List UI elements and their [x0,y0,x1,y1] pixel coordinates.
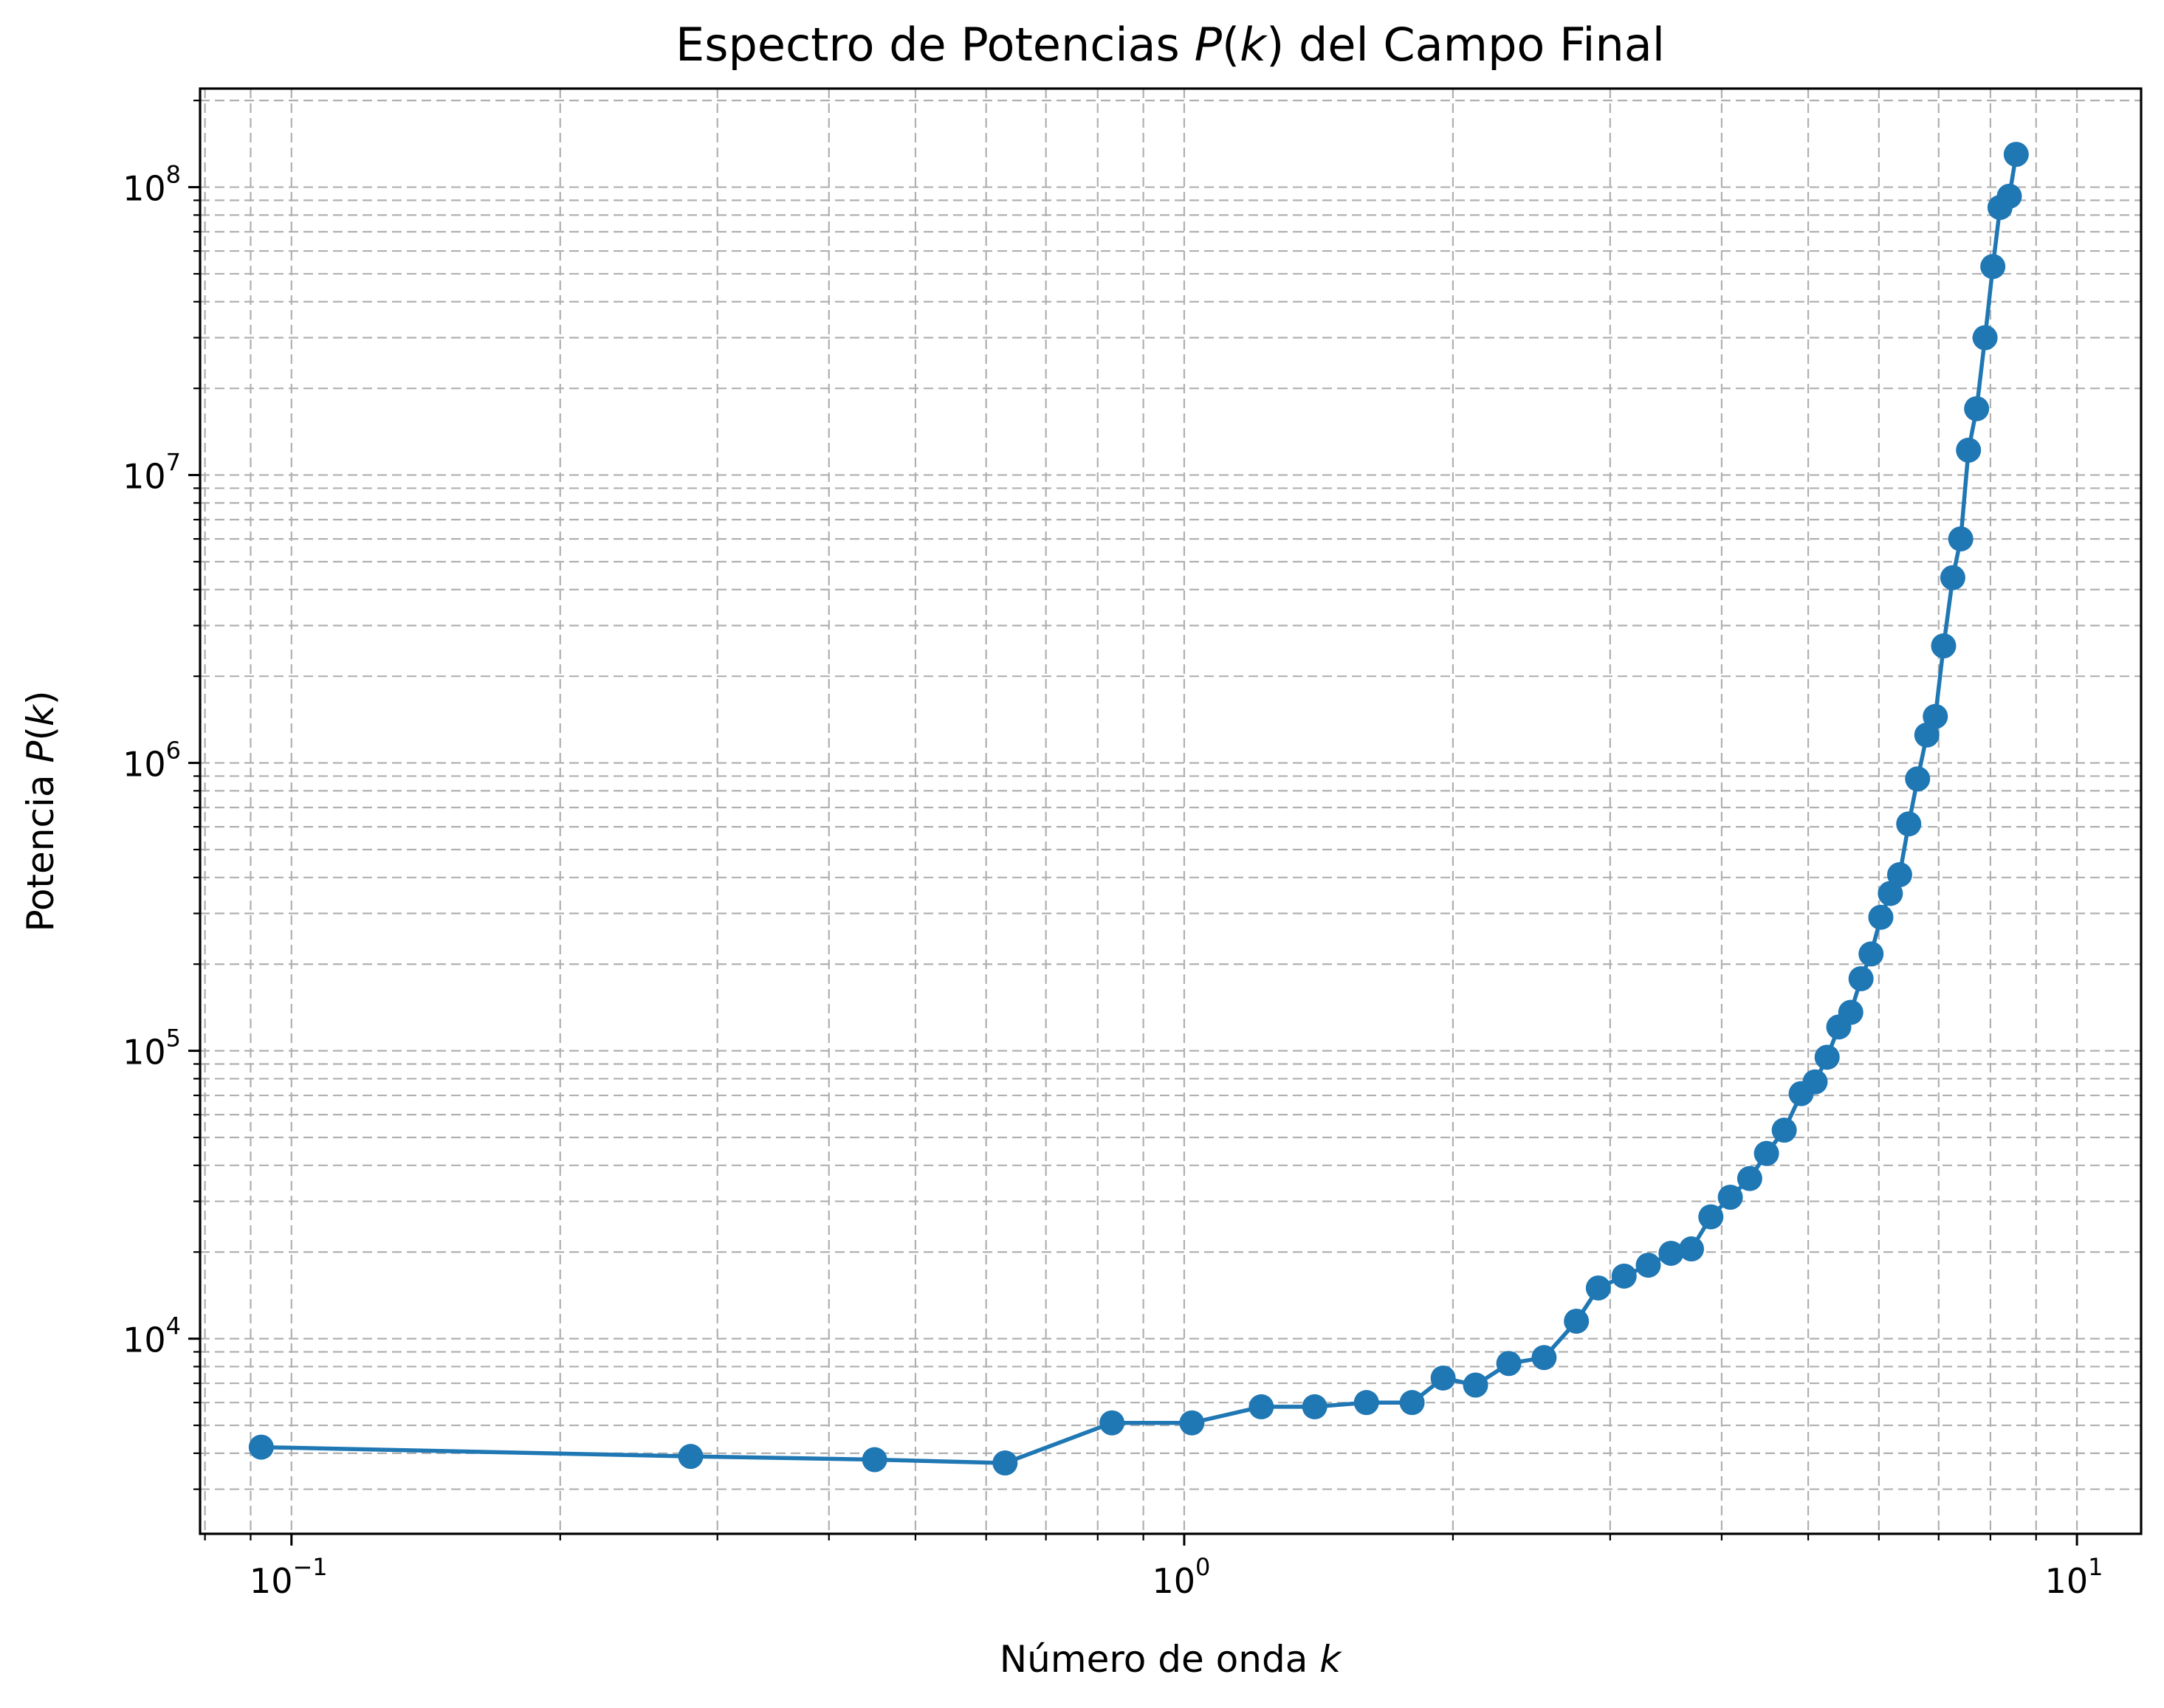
data-point-marker [1972,325,1998,351]
data-point-marker [1430,1365,1456,1391]
data-point-marker [992,1450,1018,1476]
data-point-marker [1814,1044,1840,1070]
x-tick-label: 10−1 [250,1553,328,1601]
axis-ticks: 10−1 100 101 104 105 106 107 108 [123,100,2103,1601]
data-point-marker [1564,1308,1590,1334]
data-point-marker [1980,254,2006,280]
data-point-marker [1802,1069,1828,1095]
data-point-marker [1964,396,1990,421]
data-point-marker [1463,1372,1488,1398]
data-point-marker [1886,862,1912,888]
data-point-marker [1611,1263,1637,1289]
data-point-marker [1771,1118,1797,1143]
data-point-marker [1996,183,2022,209]
data-point-marker [1179,1410,1205,1436]
plot-area-frame [199,87,2143,1535]
data-series [248,142,2029,1476]
y-tick-label: 105 [123,1025,181,1072]
data-point-marker [1940,565,1965,590]
y-tick-label: 107 [123,449,181,497]
data-point-marker [1399,1390,1425,1416]
data-point-marker [1753,1140,1779,1166]
data-point-marker [1737,1165,1762,1191]
data-point-marker [1496,1351,1522,1377]
y-axis-label: Potencia P(k) [19,690,62,932]
data-point-marker [1248,1394,1274,1419]
data-point-marker [1302,1394,1327,1419]
x-tick-label: 101 [2045,1553,2103,1601]
y-tick-label: 108 [123,161,181,209]
data-point-marker [1923,703,1948,729]
data-point-marker [1531,1345,1557,1371]
data-point-marker [1896,811,1922,837]
x-axis-label: Número de onda k [1000,1638,1342,1681]
grid-lines [200,89,2141,1534]
x-tick-label: 100 [1152,1553,1210,1601]
data-point-marker [1858,941,1884,967]
data-point-marker [1931,633,1957,659]
data-point-marker [1948,526,1974,552]
data-point-marker [1838,999,1864,1025]
data-point-marker [862,1447,887,1473]
data-point-marker [1099,1410,1125,1436]
data-point-marker [1905,766,1931,792]
chart-title: Espectro de Potencias P(k) del Campo Fin… [676,18,1665,72]
y-tick-label: 104 [123,1312,181,1360]
data-point-marker [1585,1275,1611,1301]
data-point-marker [1678,1236,1704,1262]
data-point-marker [1698,1204,1724,1230]
data-point-marker [678,1444,704,1470]
data-point-marker [1848,965,1874,991]
y-tick-label: 106 [123,737,181,785]
data-point-marker [1635,1253,1661,1278]
data-point-marker [1658,1240,1684,1266]
data-point-marker [1353,1390,1379,1416]
data-point-marker [1956,437,1982,463]
data-point-marker [248,1434,274,1460]
data-point-marker [2003,142,2029,168]
data-point-marker [1868,904,1894,930]
data-point-marker [1878,881,1903,906]
data-point-marker [1717,1185,1743,1211]
